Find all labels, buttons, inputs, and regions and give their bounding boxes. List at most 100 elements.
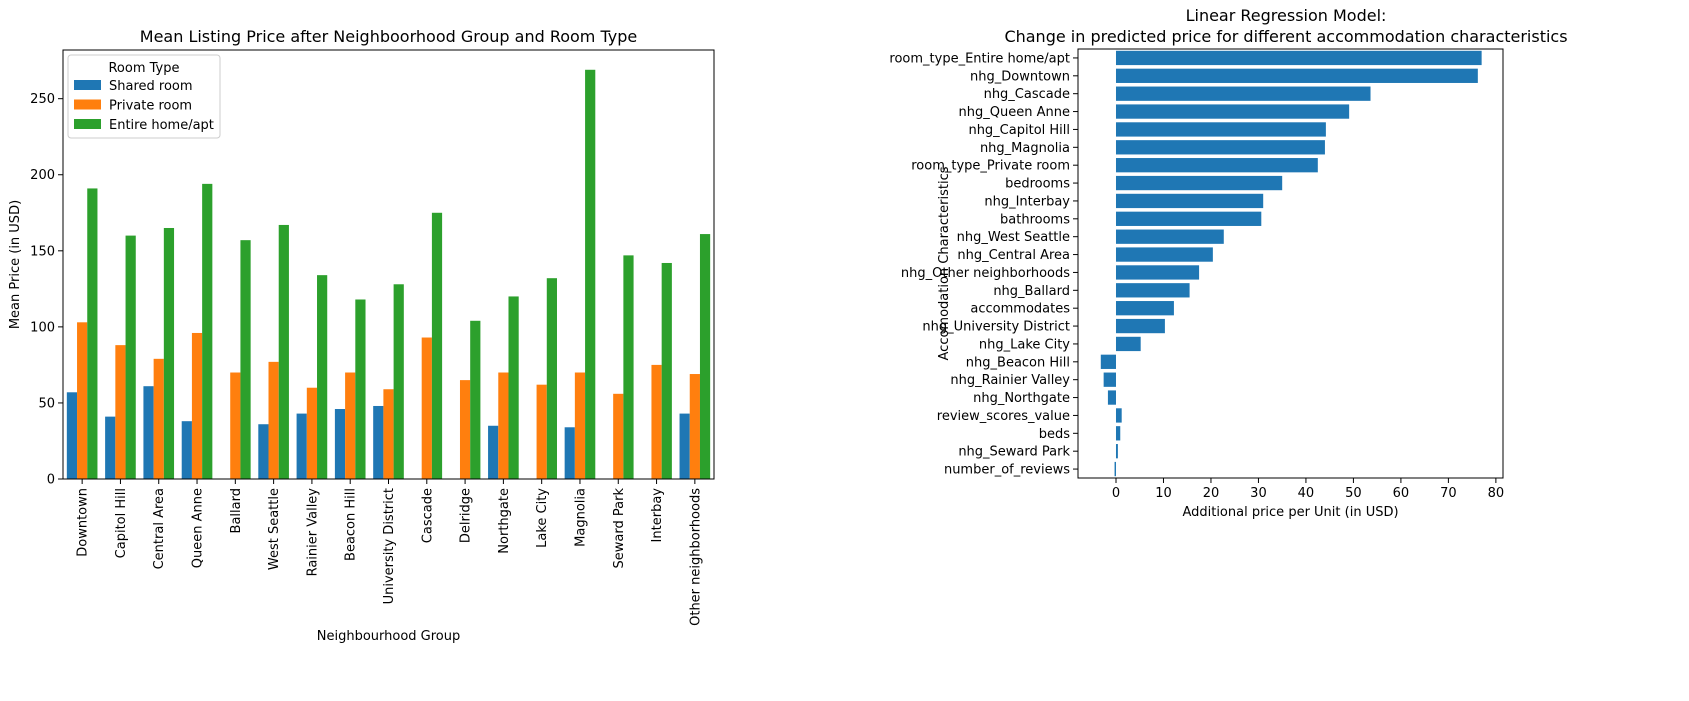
y-tick-label: nhg_Beacon Hill (966, 355, 1070, 370)
chart-title: Mean Listing Price after Neighboorhood G… (140, 27, 637, 46)
x-tick-label: University District (382, 488, 397, 604)
x-tick-label: West Seattle (267, 488, 282, 570)
y-axis-label: Accomodation Characteristics (937, 166, 952, 360)
bar-nhg-downtown (1115, 68, 1478, 83)
bar-nhg-cascade (1115, 86, 1371, 101)
y-tick-label: nhg_Lake City (979, 337, 1070, 352)
bar-interbay-private-room (651, 364, 662, 479)
bar-beacon-hill-shared-room (334, 409, 346, 479)
bar-nhg-magnolia (1115, 140, 1325, 155)
chart-title-line-1: Linear Regression Model: (1186, 6, 1387, 25)
y-tick-label: review_scores_value (937, 409, 1070, 424)
bar-delridge-entire-home-apt (470, 320, 481, 479)
x-tick-label: Magnolia (573, 488, 588, 547)
y-tick-label: room_type_Entire home/apt (889, 51, 1070, 66)
x-tick-label: 50 (1345, 486, 1362, 501)
x-tick-label: Central Area (152, 488, 167, 569)
legend-label: Entire home/apt (109, 118, 214, 133)
bar-delridge-private-room (459, 380, 471, 479)
bar-downtown-shared-room (66, 392, 78, 479)
bar-nhg-west-seattle (1115, 229, 1224, 244)
x-tick-label: 80 (1488, 486, 1505, 501)
bar-west-seattle-shared-room (258, 424, 269, 479)
y-tick-label: bathrooms (1000, 212, 1070, 227)
x-tick-label: 10 (1155, 486, 1172, 501)
bar-northgate-entire-home-apt (508, 296, 519, 479)
legend-swatch-shared-room (74, 80, 101, 90)
bar-beds (1115, 426, 1121, 441)
legend-label: Shared room (109, 79, 193, 94)
y-tick-label: nhg_Seward Park (958, 445, 1070, 460)
x-axis-ticks: Downtown Capitol Hill Central Area Queen An… (76, 479, 703, 626)
bar-capitol-hill-private-room (115, 345, 126, 479)
bar-number-of-reviews (1114, 461, 1116, 477)
bar-nhg-queen-anne (1115, 104, 1350, 119)
y-tick-label: 150 (30, 244, 55, 259)
bar-university-district-shared-room (373, 405, 384, 479)
bar-university-district-private-room (383, 389, 394, 479)
legend-items: Shared room Private room Entire home/apt (74, 79, 214, 133)
y-tick-label: 250 (30, 92, 55, 107)
y-tick-label: nhg_Downtown (970, 69, 1070, 84)
bar-seward-park-entire-home-apt (623, 255, 634, 479)
y-tick-label: nhg_Ballard (993, 284, 1070, 299)
plot-frame (1077, 48, 1504, 479)
y-tick-label: nhg_Magnolia (980, 141, 1070, 156)
bar-west-seattle-private-room (268, 361, 279, 479)
bar-accommodates (1115, 301, 1174, 316)
x-tick-label: Queen Anne (191, 488, 206, 568)
legend-swatch-private-room (74, 99, 101, 110)
bar-central-area-shared-room (143, 386, 154, 479)
y-tick-label: nhg_Northgate (973, 391, 1070, 406)
bar-nhg-northgate (1107, 390, 1116, 405)
bar-magnolia-shared-room (564, 427, 575, 479)
y-tick-label: nhg_Other neighborhoods (901, 266, 1070, 281)
x-tick-label: 40 (1298, 486, 1315, 501)
y-tick-label: bedrooms (1005, 177, 1070, 192)
bar-room-type-entire-home-apt (1115, 50, 1482, 66)
y-tick-label: room_type_Private room (911, 159, 1070, 174)
bar-nhg-other-neighborhoods (1115, 265, 1200, 280)
legend-swatch-entire-home-apt (74, 119, 101, 129)
bar-magnolia-entire-home-apt (585, 69, 596, 479)
y-tick-label: 0 (47, 473, 55, 488)
bar-queen-anne-shared-room (181, 421, 192, 479)
bar-lake-city-entire-home-apt (546, 278, 557, 479)
y-tick-label: accommodates (970, 302, 1070, 317)
x-tick-label: Interbay (650, 488, 665, 543)
bar-rainier-valley-entire-home-apt (317, 275, 328, 479)
bar-downtown-entire-home-apt (87, 188, 98, 479)
bar-central-area-entire-home-apt (163, 227, 175, 479)
y-axis-ticks: room_type_Entire home/apt nhg_Downtownnhg… (889, 51, 1078, 478)
x-tick-label: Other neighborhoods (688, 488, 703, 626)
bar-nhg-beacon-hill (1100, 354, 1116, 369)
y-tick-label: 50 (38, 396, 55, 411)
x-axis-label: Neighbourhood Group (317, 629, 461, 644)
x-tick-label: 30 (1250, 486, 1267, 501)
bar-bathrooms (1115, 211, 1262, 226)
bar-lake-city-private-room (536, 384, 547, 479)
legend-label: Private room (109, 99, 192, 114)
bar-rainier-valley-shared-room (296, 413, 307, 479)
y-tick-label: nhg_West Seattle (957, 230, 1070, 245)
bar-west-seattle-entire-home-apt (278, 224, 289, 479)
y-tick-label: nhg_Cascade (984, 87, 1070, 102)
axes (1077, 48, 1504, 479)
bar-group (66, 69, 711, 479)
bar-other-neighborhoods-shared-room (679, 413, 690, 479)
y-tick-label: nhg_Rainier Valley (950, 373, 1070, 388)
x-tick-label: Rainier Valley (305, 488, 320, 577)
x-tick-label: 70 (1440, 486, 1457, 501)
bar-queen-anne-private-room (191, 332, 203, 479)
x-tick-label: Downtown (76, 488, 91, 557)
bar-nhg-capitol-hill (1115, 122, 1326, 137)
y-axis-ticks: 0 50 100 150 200 250 (30, 92, 63, 488)
bar-rainier-valley-private-room (306, 387, 318, 479)
bar-nhg-ballard (1115, 283, 1190, 298)
bar-university-district-entire-home-apt (393, 284, 404, 479)
x-tick-label: Delridge (459, 488, 474, 543)
bar-northgate-private-room (498, 372, 509, 479)
x-tick-label: Capitol Hill (114, 488, 129, 558)
x-tick-label: Cascade (420, 488, 435, 543)
